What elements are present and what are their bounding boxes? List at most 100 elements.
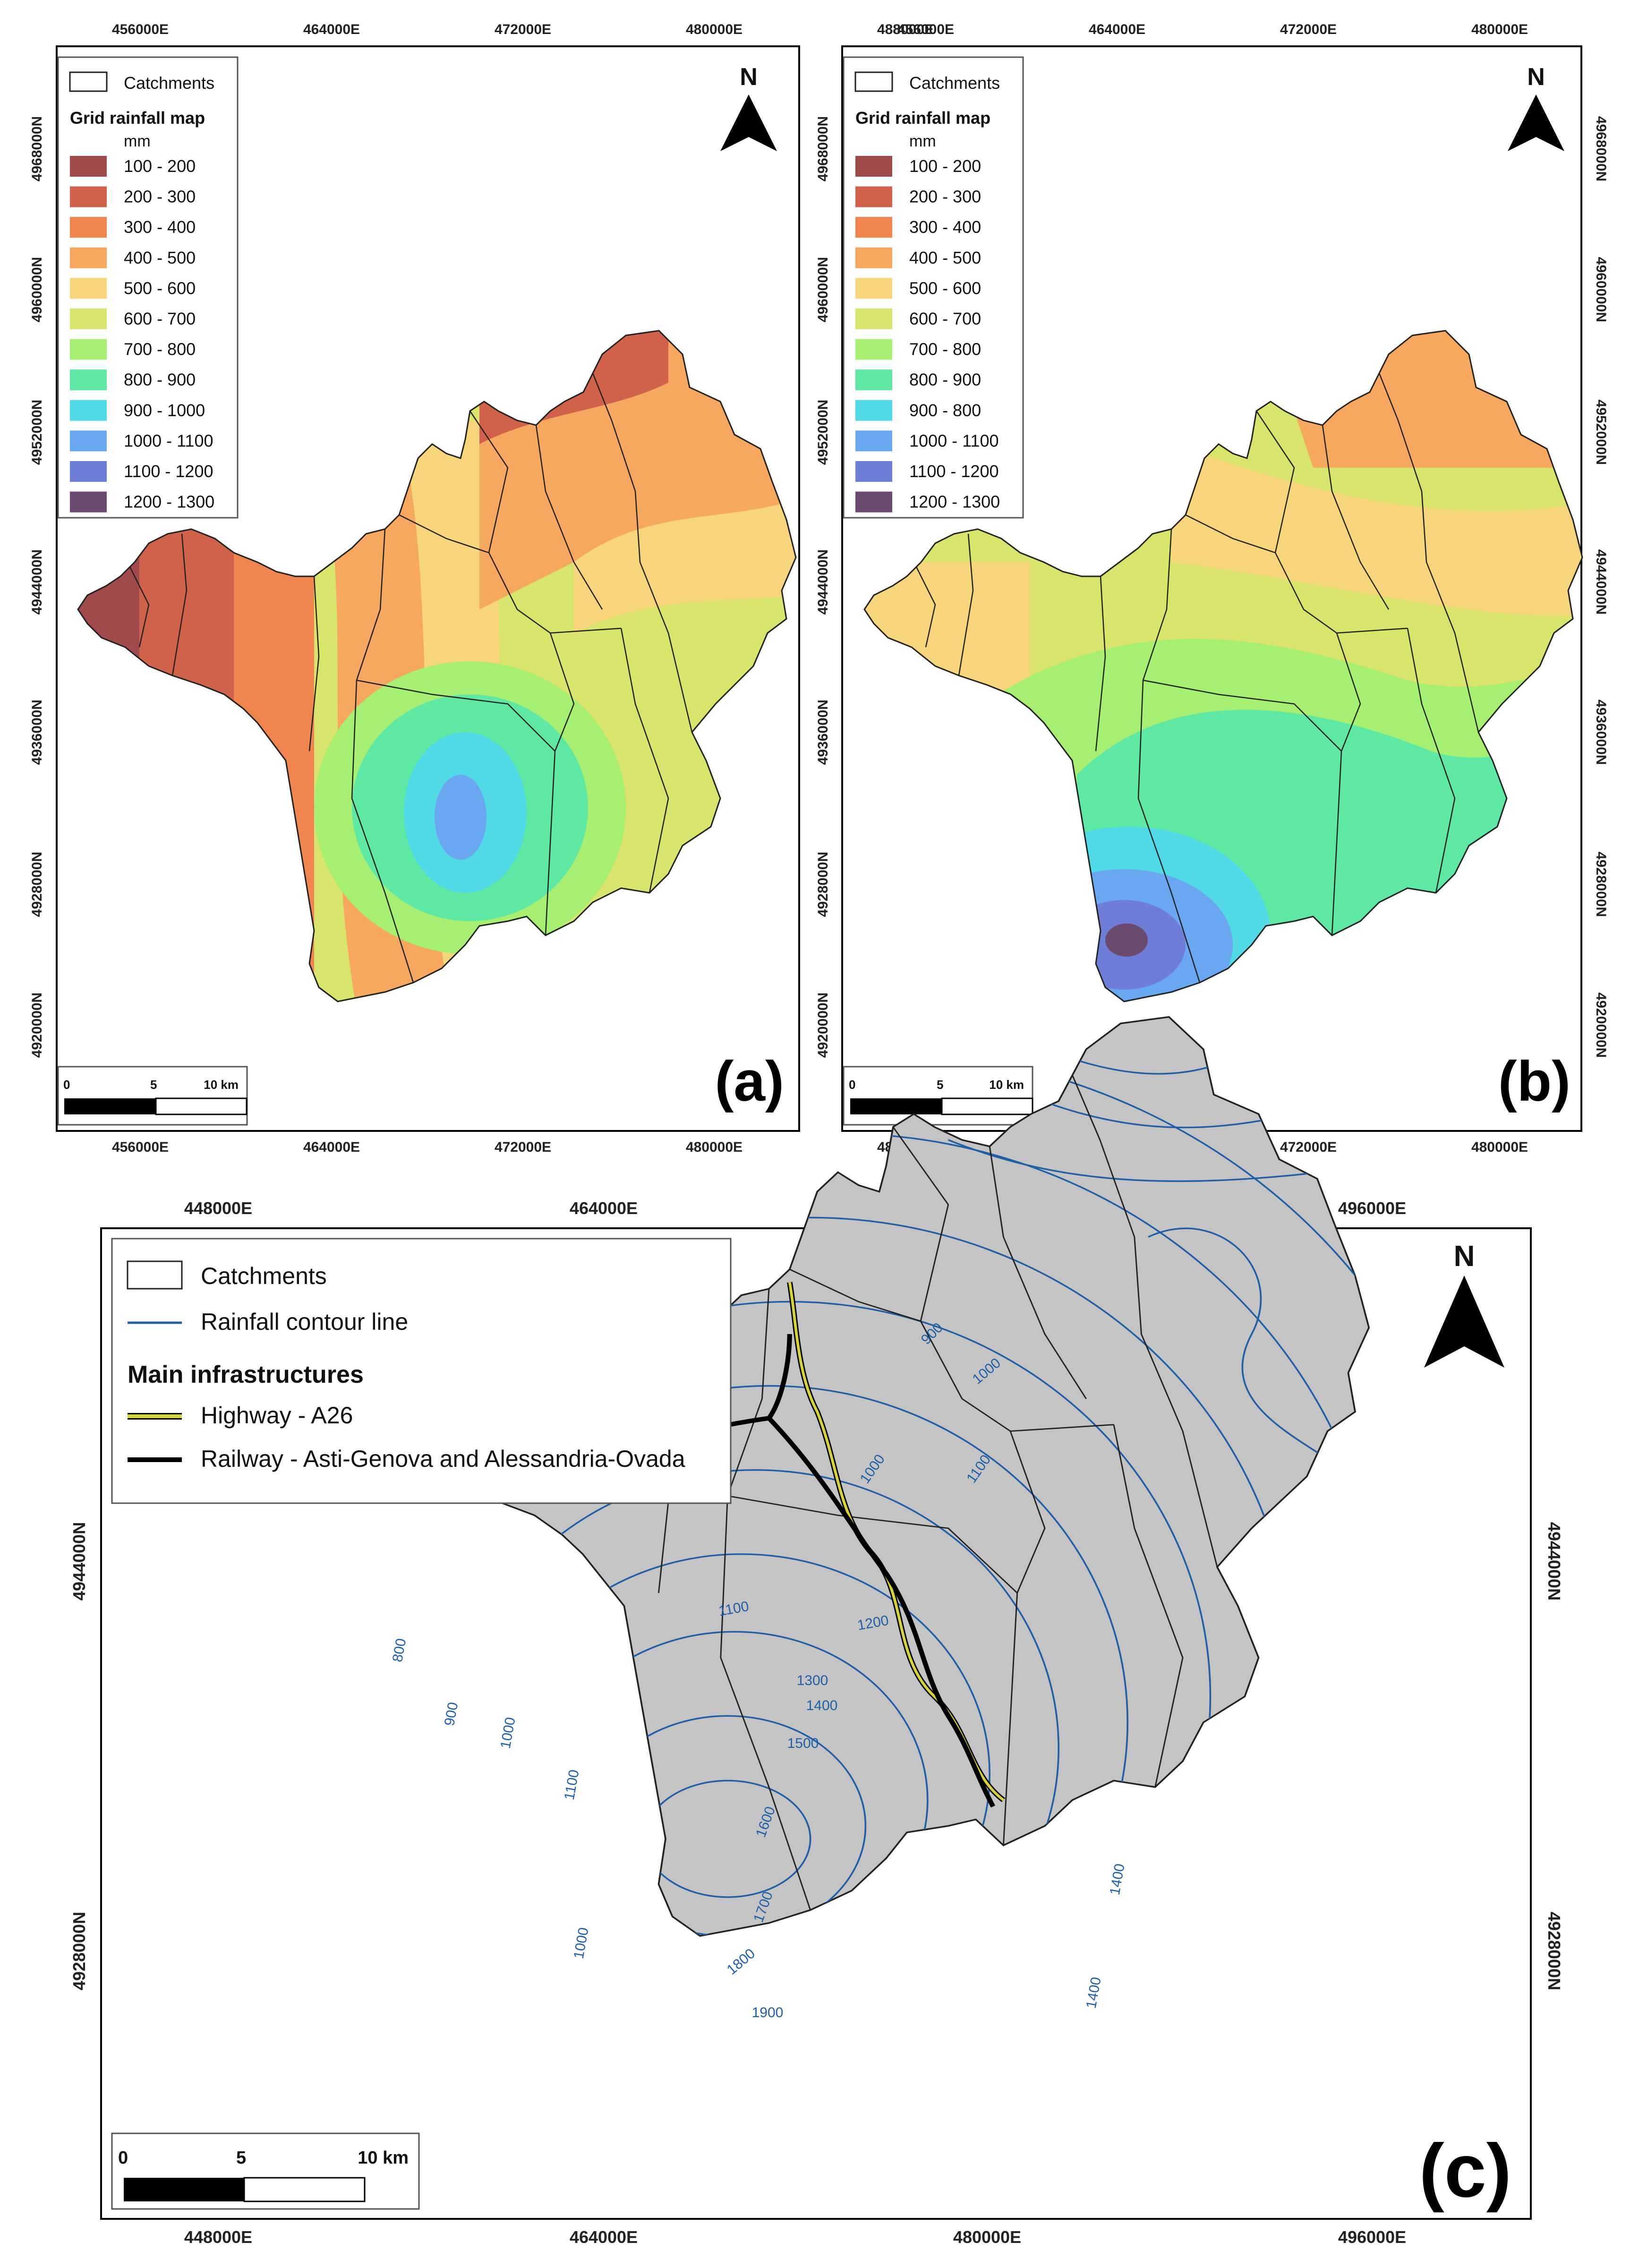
legend-swatch (855, 217, 892, 238)
legend-class-label: 1100 - 1200 (909, 462, 999, 481)
catchments-swatch (69, 71, 108, 92)
legend-swatch (855, 400, 892, 421)
svg-text:0: 0 (63, 1078, 70, 1092)
svg-text:N: N (1454, 1240, 1475, 1273)
legend-class-label: 1200 - 1300 (124, 492, 214, 512)
y-tick-label: 4968000N (815, 116, 831, 181)
x-tick-label: 464000E (303, 1139, 360, 1155)
svg-text:5: 5 (150, 1078, 157, 1092)
y-tick-label: 4928000N (1593, 852, 1609, 917)
x-tick-label: 472000E (1280, 22, 1337, 37)
legend-swatch (855, 278, 892, 299)
legend-swatch (70, 156, 107, 177)
y-tick-label: 4944000N (1545, 1522, 1564, 1600)
legend-class-label: 400 - 500 (124, 248, 196, 267)
x-tick-label: 472000E (495, 22, 551, 37)
x-tick-label: 480000E (1471, 1139, 1528, 1155)
legend-swatch (855, 247, 892, 268)
x-tick-label: 464000E (303, 22, 360, 37)
x-tick-label: 464000E (1089, 22, 1145, 37)
svg-text:0: 0 (118, 2148, 128, 2168)
legend-swatch (70, 491, 107, 513)
legend-swatch (70, 278, 107, 299)
x-tick-label: 480000E (686, 1139, 743, 1155)
panel-c: 448000E 464000E 480000E 496000E 448000E 4640… (69, 1016, 1564, 2247)
x-tick-label: 472000E (495, 1139, 551, 1155)
legend-title: Grid rainfall map (70, 108, 205, 128)
legend-swatch (70, 186, 107, 207)
svg-text:5: 5 (937, 1078, 943, 1092)
x-tick-label: 480000E (686, 22, 743, 37)
x-tick-label: 472000E (1280, 1139, 1337, 1155)
y-tick-label: 4944000N (1593, 549, 1609, 615)
y-tick-label: 4928000N (1545, 1912, 1564, 1990)
x-ticks-bottom-c: 448000E 464000E 480000E 496000E (184, 2227, 1406, 2247)
panel-tag-a: (a) (715, 1050, 784, 1113)
svg-text:Main infrastructures: Main infrastructures (128, 1361, 364, 1388)
y-tick-label: 4920000N (815, 993, 831, 1058)
legend-swatch (70, 369, 107, 391)
y-tick-label: 4944000N (815, 549, 831, 615)
legend-class-label: 500 - 600 (909, 278, 981, 298)
y-tick-label: 4952000N (1593, 400, 1609, 465)
svg-text:10 km: 10 km (989, 1078, 1024, 1092)
contour-label: 1900 (752, 2005, 784, 2020)
legend-class-label: 900 - 800 (909, 401, 981, 420)
legend-swatch (70, 247, 107, 268)
legend-swatch (855, 491, 892, 513)
y-tick-label: 4944000N (29, 549, 45, 615)
catchments-swatch (127, 1260, 183, 1290)
y-tick-label: 4936000N (1593, 700, 1609, 765)
y-tick-label: 4960000N (1593, 257, 1609, 322)
svg-text:10 km: 10 km (358, 2148, 409, 2168)
y-tick-label: 4944000N (69, 1522, 89, 1600)
legend-class-label: 1000 - 1100 (124, 431, 213, 450)
y-tick-label: 4920000N (29, 993, 45, 1058)
legend-swatch (855, 186, 892, 207)
legend-swatch (855, 156, 892, 177)
panel-tag-c: (c) (1419, 2128, 1511, 2213)
y-tick-label: 4928000N (69, 1912, 89, 1990)
legend-unit: mm (124, 132, 151, 150)
legend-class-label: 100 - 200 (124, 156, 196, 176)
y-ticks-right-c: 4944000N 4928000N (1545, 1522, 1564, 1990)
svg-text:Catchments: Catchments (201, 1263, 327, 1289)
legend-class-label: 1100 - 1200 (124, 462, 213, 481)
legend-class-label: 100 - 200 (909, 156, 981, 176)
legend-swatch (855, 461, 892, 482)
y-tick-label: 4960000N (815, 257, 831, 322)
legend-class-label: 200 - 300 (909, 187, 981, 206)
svg-text:Rainfall contour line: Rainfall contour line (201, 1309, 408, 1335)
legend-swatch (70, 339, 107, 360)
x-tick-label: 488000E (877, 22, 934, 37)
scalebar-a: 0 5 10 km (57, 1066, 248, 1126)
y-ticks-left-b: 4968000N 4960000N 4952000N 4944000N 4936000N… (815, 116, 831, 1058)
x-tick-label: 448000E (184, 2227, 252, 2247)
x-tick-label: 464000E (570, 1198, 638, 1218)
panel-tag-b: (b) (1498, 1050, 1571, 1113)
north-arrow-icon: N (1424, 1240, 1504, 1368)
legend-swatch (70, 308, 107, 329)
scalebar-b: 0 5 10 km (843, 1066, 1033, 1126)
north-arrow-icon: N (1508, 63, 1564, 151)
legend-swatch (70, 461, 107, 482)
y-tick-label: 4928000N (29, 852, 45, 917)
contour-label: 1300 (797, 1673, 828, 1688)
legend-swatch (70, 430, 107, 452)
y-ticks-left-a: 4968000N 4960000N 4952000N 4944000N 4936000N… (29, 116, 45, 1058)
svg-text:0: 0 (849, 1078, 855, 1092)
svg-text:N: N (1527, 63, 1545, 91)
legend-class-label: 800 - 900 (124, 370, 196, 389)
svg-text:5: 5 (236, 2148, 246, 2168)
y-tick-label: 4952000N (815, 400, 831, 465)
legend-class-label: 300 - 400 (909, 217, 981, 237)
legend-class-label: 800 - 900 (909, 370, 981, 389)
x-tick-label: 464000E (570, 2227, 638, 2247)
x-tick-label: 456000E (112, 1139, 169, 1155)
scalebar-c: 0 5 10 km (111, 2132, 420, 2210)
legend-class-label: 900 - 1000 (124, 401, 205, 420)
legend-class-label: 300 - 400 (124, 217, 196, 237)
